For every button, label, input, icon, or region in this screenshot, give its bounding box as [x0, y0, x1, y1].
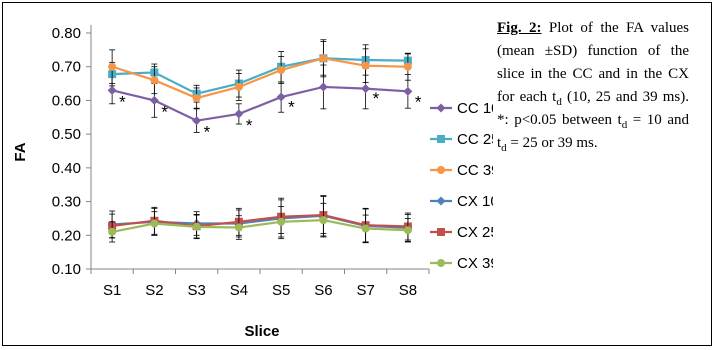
- data-point: [277, 66, 286, 75]
- significance-star: *: [161, 102, 168, 121]
- legend-marker: [436, 196, 446, 206]
- data-point: [150, 76, 159, 85]
- x-tick-label: S2: [145, 282, 163, 299]
- legend-item: CX 10ms: [430, 193, 493, 210]
- data-point: [361, 224, 370, 233]
- data-point: [319, 54, 328, 63]
- data-point: [192, 222, 201, 231]
- figure-frame: 0.10 0.20 0.30 0.40 0.50 0.60 0.70 0.80 S1 S2 S3 S4…: [2, 2, 712, 346]
- data-point: [361, 61, 370, 70]
- significance-star: *: [415, 92, 422, 111]
- legend-label: CC 25ms: [457, 131, 493, 148]
- legend-marker: [437, 166, 445, 174]
- series-cc-39ms: [108, 41, 412, 109]
- y-tick-label: 0.30: [52, 194, 81, 211]
- significance-star: *: [288, 97, 295, 116]
- x-tick-label: S5: [272, 282, 290, 299]
- fa-line-chart: 0.10 0.20 0.30 0.40 0.50 0.60 0.70 0.80 S1 S2 S3 S4…: [12, 25, 493, 340]
- legend-marker: [437, 228, 445, 236]
- y-tick-label: 0.70: [52, 59, 81, 76]
- data-point: [108, 62, 117, 71]
- data-point: [319, 216, 328, 225]
- y-axis-title: FA: [12, 142, 29, 161]
- y-tick-label: 0.80: [52, 25, 81, 42]
- data-point: [403, 86, 413, 96]
- legend-label: CX 25ms: [457, 224, 493, 241]
- series-cx-39ms: [108, 202, 412, 243]
- x-axis-title: Slice: [244, 323, 279, 340]
- legend-marker: [436, 103, 446, 113]
- caption-sub-2: d: [621, 119, 628, 131]
- data-point: [318, 82, 328, 92]
- series-cc-10ms: [107, 64, 413, 133]
- data-point: [234, 82, 243, 91]
- legend-marker: [437, 135, 445, 143]
- data-point: [107, 85, 117, 95]
- data-point: [403, 226, 412, 235]
- caption-text-4: = 25 or 39 ms.: [506, 135, 598, 151]
- y-tick-label: 0.60: [52, 92, 81, 109]
- data-point: [361, 84, 371, 94]
- data-point: [234, 223, 243, 232]
- significance-star: *: [119, 92, 126, 111]
- series-line: [111, 85, 408, 122]
- chart-series-layer: * * * * * * *: [107, 39, 422, 244]
- data-point: [149, 95, 159, 105]
- significance-star: *: [204, 123, 211, 142]
- significance-star: *: [373, 89, 380, 108]
- caption-text-2: (10, 25 and 39 ms). *: p<0.05 between t: [497, 89, 689, 128]
- significance-star: *: [246, 116, 253, 135]
- y-tick-label: 0.20: [52, 227, 81, 244]
- caption-text-1: Plot of the FA values (mean ±SD) functio…: [497, 20, 689, 105]
- caption-sub-3: d: [501, 142, 507, 154]
- data-point: [234, 109, 244, 119]
- figure-caption: Fig. 2: Plot of the FA values (mean ±SD)…: [497, 17, 689, 155]
- series-line: [112, 57, 408, 95]
- legend-label: CC 10ms: [457, 100, 493, 117]
- caption-sub-1: d: [556, 96, 562, 108]
- figure-label: Fig. 2:: [497, 20, 542, 36]
- legend-item: CC 25ms: [430, 131, 493, 148]
- data-point: [108, 227, 117, 236]
- series-line: [111, 57, 408, 100]
- y-tick-label: 0.40: [52, 160, 81, 177]
- legend-marker: [437, 259, 445, 267]
- significance-annotations: * * * * * * *: [119, 89, 422, 142]
- y-tick-label: 0.50: [52, 126, 81, 143]
- data-point: [403, 62, 412, 71]
- legend-item: CC 10ms: [430, 100, 493, 117]
- chart-axes: 0.10 0.20 0.30 0.40 0.50 0.60 0.70 0.80 S1 S2 S3 S4…: [52, 25, 430, 299]
- series-line: [111, 219, 408, 233]
- data-point: [192, 116, 202, 126]
- legend-label: CX 10ms: [457, 193, 493, 210]
- data-point: [192, 94, 201, 103]
- x-tick-label: S1: [103, 282, 121, 299]
- x-tick-label: S3: [187, 282, 205, 299]
- x-tick-label: S7: [356, 282, 374, 299]
- series-line: [111, 213, 408, 228]
- x-tick-label: S6: [314, 282, 332, 299]
- legend-item: CX 25ms: [430, 224, 493, 241]
- data-point: [150, 219, 159, 228]
- y-tick-label: 0.10: [52, 261, 81, 278]
- data-point: [276, 92, 286, 102]
- data-point: [277, 217, 286, 226]
- x-tick-label: S4: [230, 282, 248, 299]
- x-tick-label: S8: [399, 282, 417, 299]
- caption-text-3: = 10 and t: [497, 112, 689, 151]
